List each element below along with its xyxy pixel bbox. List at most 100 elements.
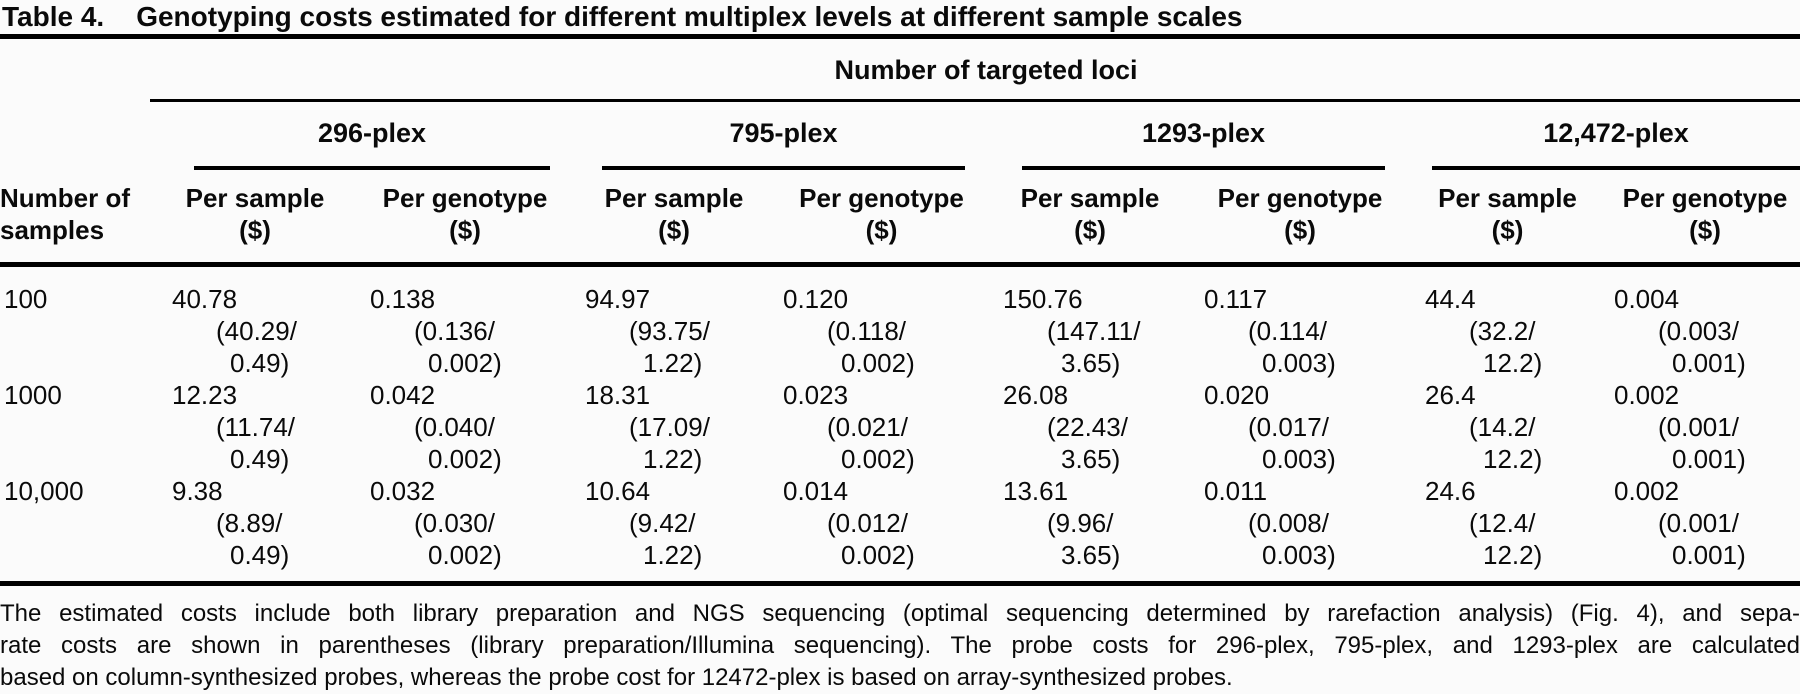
cost-breakdown: (93.75/ [629,316,710,346]
cost-breakdown: (32.2/ [1469,316,1536,346]
row-label-number-of-samples: 100 [4,284,48,314]
row-label-number-of-samples: 1000 [4,380,62,410]
cost-breakdown: (147.11/ [1047,316,1141,346]
group-header-1293plex: 1293-plex [985,101,1405,170]
genotyping-costs-table: Number of targeted loci 296-plex 795-ple… [0,39,1800,586]
column-header: Per sample ($) [150,170,360,267]
group-header-296plex: 296-plex [150,101,570,170]
cost-value: 40.78 [172,284,238,314]
cost-value: 94.97 [585,284,651,314]
column-header-line2: ($) [1689,215,1721,245]
group-label: 1293-plex [1022,118,1385,170]
cost-cell: 0.014 (0.012/0.002) [778,475,985,584]
cost-breakdown: 12.2) [1483,348,1543,378]
cost-breakdown: (22.43/ [1047,412,1128,442]
row-label-number-of-samples: 10,000 [4,476,84,506]
cost-breakdown: (0.001/ [1658,412,1739,442]
cost-breakdown: 0.002) [841,540,915,570]
cost-cell: 10.64 (9.42/1.22) [570,475,778,584]
column-header-line2: ($) [239,215,271,245]
cost-breakdown: 0.49) [230,444,290,474]
group-label: 795-plex [602,118,965,170]
cost-breakdown: (0.136/ [414,316,495,346]
table-row: 10,000 9.38 (8.89/0.49) 0.032 (0.030/0.002) 1… [0,475,1800,584]
spanner-row: Number of targeted loci [0,39,1800,102]
cost-cell: 0.042 (0.040/0.002) [360,379,570,475]
cost-breakdown: 0.002) [428,444,502,474]
cost-value: 44.4 [1425,284,1476,314]
cost-cell: 0.002 (0.001/0.001) [1610,475,1800,584]
group-header-795plex: 795-plex [570,101,985,170]
cost-breakdown: (11.74/ [216,412,296,442]
cost-breakdown: (14.2/ [1469,412,1536,442]
footnote-line: The estimated costs include both library… [0,600,1800,627]
cost-breakdown: 0.002) [428,540,502,570]
footnote-line: based on column-synthesized probes, wher… [0,664,1233,691]
spanner-stub [0,39,150,101]
cost-breakdown: 3.65) [1061,348,1121,378]
cost-breakdown: 12.2) [1483,540,1543,570]
column-header-line2: ($) [1284,215,1316,245]
cost-breakdown: (0.003/ [1658,316,1739,346]
cost-breakdown: 0.001) [1672,444,1746,474]
cost-cell: 0.004 (0.003/0.001) [1610,265,1800,380]
cost-breakdown: (0.030/ [414,508,495,538]
cost-cell: 26.4 (14.2/12.2) [1405,379,1610,475]
cost-cell: 0.032 (0.030/0.002) [360,475,570,584]
cost-breakdown: 0.49) [230,348,290,378]
spanner-header: Number of targeted loci [150,39,1800,102]
column-header-line2: ($) [1074,215,1106,245]
cost-cell: 26.08 (22.43/3.65) [985,379,1195,475]
cost-value: 26.08 [1003,380,1069,410]
cost-breakdown: (9.96/ [1047,508,1114,538]
cost-cell: 94.97 (93.75/1.22) [570,265,778,380]
cost-breakdown: 1.22) [643,444,703,474]
stub-header-line1: Number of [0,183,130,213]
column-header-line2: ($) [449,215,481,245]
cost-breakdown: 3.65) [1061,540,1121,570]
cost-value: 0.020 [1204,380,1270,410]
cost-breakdown: 0.002) [841,348,915,378]
footnote-line: rate costs are shown in parentheses (lib… [0,632,1800,659]
cost-value: 0.120 [783,284,849,314]
cost-value: 26.4 [1425,380,1476,410]
table-title-text: Genotyping costs estimated for different… [136,1,1243,32]
column-header: Per genotype ($) [1610,170,1800,267]
cost-value: 0.138 [370,284,436,314]
cost-breakdown: (0.012/ [827,508,908,538]
column-header-line1: Per sample [604,183,744,213]
group-stub [0,101,150,171]
cost-cell: 0.002 (0.001/0.001) [1610,379,1800,475]
group-header-row: 296-plex 795-plex 1293-plex 12,472-plex [0,101,1800,171]
column-header-line1: Per genotype [382,183,548,213]
cost-cell: 0.117 (0.114/0.003) [1195,265,1405,380]
cost-breakdown: (17.09/ [629,412,710,442]
stub-header: Number of samples [0,170,150,267]
cost-value: 18.31 [585,380,651,410]
table-caption: Table 4. Genotyping costs estimated for d… [0,0,1800,39]
cost-value: 150.76 [1003,284,1083,314]
column-header-line2: ($) [865,215,898,245]
column-header-line1: Per sample [185,183,325,213]
cost-breakdown: 0.002) [428,348,502,378]
column-header: Per genotype ($) [1195,170,1405,267]
table-body: 100 40.78 (40.29/0.49) 0.138 (0.136/0.002) 94… [0,265,1800,584]
column-header: Per genotype ($) [778,170,985,267]
cost-breakdown: (0.008/ [1248,508,1329,538]
cost-value: 0.011 [1204,476,1268,506]
cost-value: 0.002 [1614,380,1680,410]
column-header-line1: Per sample [1020,183,1160,213]
column-header-line1: Per genotype [1217,183,1383,213]
group-label: 12,472-plex [1432,118,1800,170]
cost-breakdown: 0.002) [841,444,915,474]
column-header: Per genotype ($) [360,170,570,267]
cost-breakdown: 0.003) [1262,348,1336,378]
cost-breakdown: (0.118/ [827,316,907,346]
table-row: 100 40.78 (40.29/0.49) 0.138 (0.136/0.002) 94… [0,265,1800,380]
cost-breakdown: 1.22) [643,348,703,378]
cost-breakdown: 0.49) [230,540,290,570]
cost-cell: 0.138 (0.136/0.002) [360,265,570,380]
cost-value: 13.61 [1003,476,1069,506]
cost-breakdown: 0.001) [1672,540,1746,570]
cost-value: 10.64 [585,476,651,506]
